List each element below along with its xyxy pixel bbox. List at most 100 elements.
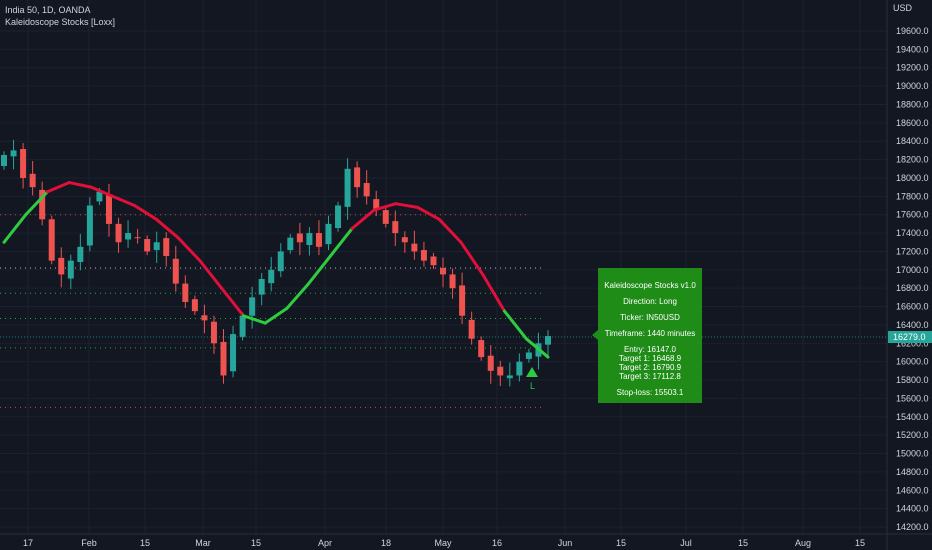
info-entry: Entry: 16147.0 [623,345,677,354]
symbol-title[interactable]: India 50, 1D, OANDA [5,5,91,15]
candle-body [478,340,485,358]
price-tick-label: 18200.0 [896,155,929,165]
price-tick-label: 17600.0 [896,210,929,220]
candle-body [545,336,551,345]
price-tick-label: 16800.0 [896,283,929,293]
signal-info-box: Kaleidoscope Stocks v1.0 Direction: Long… [592,268,702,403]
indicator-title[interactable]: Kaleidoscope Stocks [Loxx] [5,17,116,27]
trend-segment [307,254,332,286]
candle-body [144,239,151,252]
price-tick-label: 18000.0 [896,173,929,183]
candle-body [516,361,523,376]
candle-body [210,321,217,344]
candle-body [58,257,65,275]
candle-body [335,205,342,229]
candle-body [525,352,532,359]
candle-body [392,221,399,234]
info-stop-loss: Stop-loss: 15503.1 [616,388,684,397]
candle-body [1,155,7,167]
trend-segment [263,306,289,325]
trend-segment [459,240,485,276]
candle-body [105,194,112,224]
candle-body [172,258,179,284]
candle-body [459,285,466,316]
time-tick-label: Aug [795,538,811,548]
price-tick-label: 16000.0 [896,357,929,367]
chart-legend: India 50, 1D, OANDA Kaleidoscope Stocks … [5,4,115,28]
info-target-2: Target 2: 16790.9 [618,363,682,372]
candle-body [506,375,513,379]
trend-segment [154,217,180,240]
candle-body [86,205,93,246]
trend-segment [394,202,419,209]
candle-body [153,242,160,251]
candle-body [487,355,494,371]
price-tick-label: 19000.0 [896,81,929,91]
candle-body [497,366,504,376]
candlestick-series [1,139,551,387]
candle-body [315,233,322,247]
candle-body [96,191,103,202]
candle-body [296,233,303,243]
trend-segment [220,286,245,318]
candle-body [277,251,284,272]
candle-body [325,223,332,245]
trend-line [2,181,550,359]
price-tick-label: 19400.0 [896,44,929,54]
info-target-3: Target 3: 17112.8 [619,372,681,381]
info-title: Kaleidoscope Stocks v1.0 [604,281,696,290]
candle-body [258,279,265,295]
price-tick-label: 15400.0 [896,412,929,422]
info-ticker: Ticker: IN50USD [620,313,680,322]
candle-body [354,167,361,188]
long-signal-triangle-icon [526,367,538,377]
info-direction: Direction: Long [623,297,677,306]
currency-label: USD [893,3,913,13]
price-tick-label: 14200.0 [896,522,929,532]
candle-body [20,149,27,178]
last-price-tag: 16279.0 [888,331,932,343]
candle-body [48,219,55,261]
time-tick-label: Jul [680,538,692,548]
price-tick-label: 16600.0 [896,302,929,312]
candle-body [430,256,437,266]
price-tick-label: 17200.0 [896,246,929,256]
trend-segment [2,213,28,244]
candle-body [134,237,141,239]
info-target-1: Target 1: 16468.9 [618,354,682,363]
price-tick-label: 15200.0 [896,430,929,440]
candle-body [440,267,447,275]
candle-body [67,260,74,279]
candle-body [306,233,313,246]
candle-body [468,319,475,339]
trend-segment [350,208,376,230]
candle-body [373,199,380,211]
price-tick-label: 15800.0 [896,375,929,385]
candle-body [125,233,132,240]
time-tick-label: 15 [140,538,150,548]
trend-segment [437,217,463,244]
trend-segment [502,309,528,341]
price-tick-label: 19200.0 [896,63,929,73]
candle-body [268,269,275,284]
trend-segment [198,259,224,290]
price-tick-label: 18400.0 [896,136,929,146]
trend-segment [89,185,115,198]
candle-body [77,246,84,263]
price-tick-label: 17800.0 [896,191,929,201]
trend-segment [241,314,267,325]
candle-body [411,243,418,252]
time-tick-label: 18 [381,538,391,548]
candle-body [115,223,122,243]
candle-body [401,237,408,243]
candle-body [239,315,246,337]
trend-segment [111,194,137,208]
time-tick-label: 16 [492,538,502,548]
price-tick-label: 14400.0 [896,504,929,514]
candle-body [230,334,237,372]
candle-body [201,315,208,321]
candle-body [449,274,456,289]
candle-body [249,297,256,316]
trend-segment [176,236,202,263]
